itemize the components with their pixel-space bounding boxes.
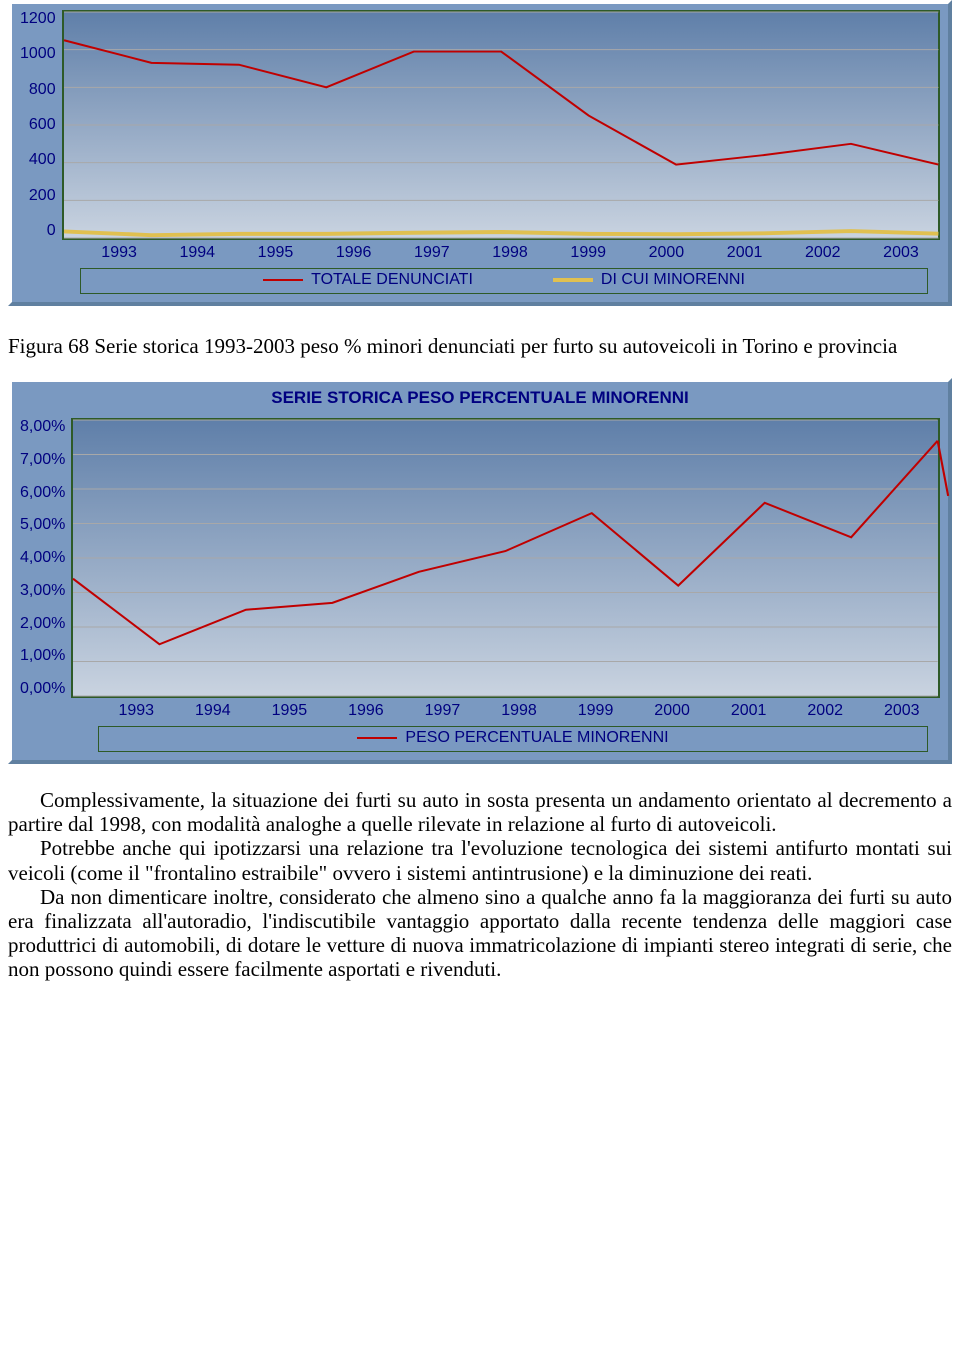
y-tick-label: 6,00% — [20, 484, 65, 502]
chart2-x-labels: 1993199419951996199719981999200020012002… — [98, 702, 940, 720]
y-tick-label: 0 — [47, 222, 56, 240]
chart2-svg — [73, 420, 938, 696]
y-tick-label: 200 — [29, 187, 56, 205]
x-tick-label: 2002 — [784, 244, 862, 262]
y-tick-label: 1000 — [20, 45, 56, 63]
legend-item: TOTALE DENUNCIATI — [263, 271, 473, 289]
x-tick-label: 1993 — [80, 244, 158, 262]
chart1-legend: TOTALE DENUNCIATI DI CUI MINORENNI — [80, 268, 928, 294]
chart1-plot-area — [62, 10, 940, 240]
y-tick-label: 4,00% — [20, 549, 65, 567]
chart2-legend: PESO PERCENTUALE MINORENNI — [98, 726, 928, 752]
body-paragraph: Potrebbe anche qui ipotizzarsi una relaz… — [8, 836, 952, 884]
x-tick-label: 1998 — [471, 244, 549, 262]
chart2-title: SERIE STORICA PESO PERCENTUALE MINORENNI — [20, 388, 940, 408]
chart1-container: 120010008006004002000 199319941995199619… — [8, 0, 952, 306]
x-tick-label: 1994 — [158, 244, 236, 262]
legend-item: PESO PERCENTUALE MINORENNI — [357, 729, 668, 747]
chart1-inner: 120010008006004002000 199319941995199619… — [12, 4, 948, 302]
chart1-x-labels: 1993199419951996199719981999200020012002… — [80, 244, 940, 262]
chart2-inner: SERIE STORICA PESO PERCENTUALE MINORENNI… — [12, 382, 948, 760]
legend-label: PESO PERCENTUALE MINORENNI — [405, 729, 668, 747]
x-tick-label: 2000 — [627, 244, 705, 262]
y-tick-label: 800 — [29, 81, 56, 99]
y-tick-label: 1200 — [20, 10, 56, 28]
x-tick-label: 1996 — [315, 244, 393, 262]
x-tick-label: 2003 — [862, 244, 940, 262]
chart2-container: SERIE STORICA PESO PERCENTUALE MINORENNI… — [8, 378, 952, 764]
y-tick-label: 400 — [29, 151, 56, 169]
legend-label: DI CUI MINORENNI — [601, 271, 745, 289]
y-tick-label: 0,00% — [20, 680, 65, 698]
x-tick-label: 1997 — [393, 244, 471, 262]
body-paragraph: Da non dimenticare inoltre, considerato … — [8, 885, 952, 982]
x-tick-label: 1995 — [251, 702, 328, 720]
x-tick-label: 1995 — [236, 244, 314, 262]
figure-caption: Figura 68 Serie storica 1993-2003 peso %… — [8, 334, 952, 358]
y-tick-label: 8,00% — [20, 418, 65, 436]
x-tick-label: 1996 — [328, 702, 405, 720]
x-tick-label: 2001 — [710, 702, 787, 720]
x-tick-label: 1993 — [98, 702, 175, 720]
legend-label: TOTALE DENUNCIATI — [311, 271, 473, 289]
x-tick-label: 2003 — [863, 702, 940, 720]
body-paragraph: Complessivamente, la situazione dei furt… — [8, 788, 952, 836]
x-tick-label: 1999 — [557, 702, 634, 720]
legend-swatch — [357, 737, 397, 739]
x-tick-label: 2000 — [634, 702, 711, 720]
y-tick-label: 1,00% — [20, 647, 65, 665]
body-text: Complessivamente, la situazione dei furt… — [8, 788, 952, 981]
y-tick-label: 7,00% — [20, 451, 65, 469]
y-tick-label: 600 — [29, 116, 56, 134]
chart1-y-labels: 1200 1000 800 600 400 200 0 — [20, 10, 62, 240]
chart2-plot-area — [71, 418, 940, 698]
y-tick-label: 3,00% — [20, 582, 65, 600]
x-tick-label: 2001 — [706, 244, 784, 262]
x-tick-label: 1999 — [549, 244, 627, 262]
y-tick-label: 5,00% — [20, 516, 65, 534]
x-tick-label: 1994 — [175, 702, 252, 720]
legend-item: DI CUI MINORENNI — [553, 271, 745, 289]
x-tick-label: 1998 — [481, 702, 558, 720]
legend-swatch — [553, 278, 593, 282]
chart2-y-labels: 8,00% 7,00% 6,00% 5,00% 4,00% 3,00% 2,00% 1,00%… — [20, 418, 71, 698]
x-tick-label: 1997 — [404, 702, 481, 720]
x-tick-label: 2002 — [787, 702, 864, 720]
y-tick-label: 2,00% — [20, 615, 65, 633]
chart1-svg — [64, 12, 938, 238]
legend-swatch — [263, 279, 303, 281]
